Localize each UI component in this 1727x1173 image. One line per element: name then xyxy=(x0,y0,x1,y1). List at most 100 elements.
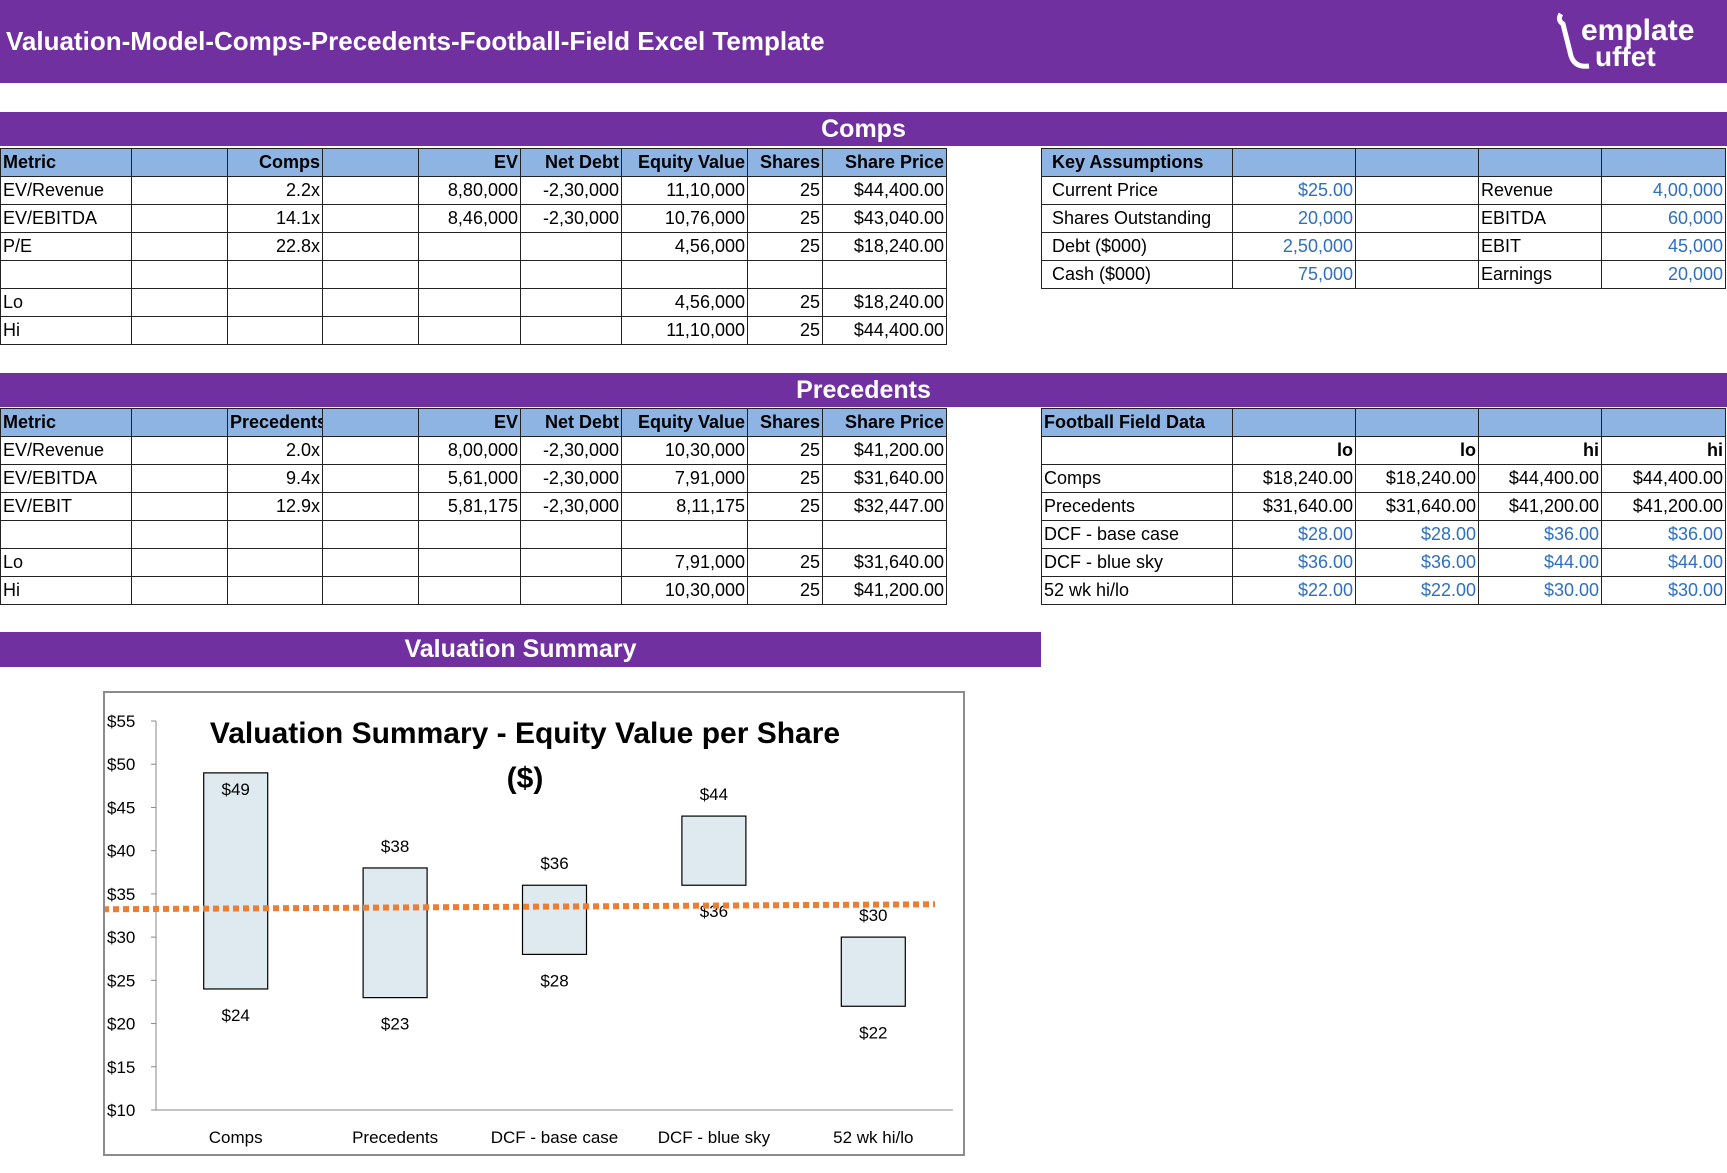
table-cell[interactable]: 10,76,000 xyxy=(621,204,748,233)
table-cell[interactable]: 25 xyxy=(747,464,823,493)
table-cell[interactable]: -2,30,000 xyxy=(520,464,622,493)
table-cell[interactable]: 25 xyxy=(747,176,823,205)
table-cell[interactable] xyxy=(747,260,823,289)
table-cell[interactable] xyxy=(227,520,323,549)
column-header[interactable]: Equity Value xyxy=(621,408,748,437)
column-header[interactable]: Metric xyxy=(0,408,132,437)
table-cell[interactable] xyxy=(322,260,419,289)
table-cell[interactable] xyxy=(418,520,521,549)
valuation-chart[interactable]: $10 $15 $20 $25 $30 $35 $40 $45 $50 $55 $49 $24 Comp… xyxy=(72,691,965,1156)
table-cell[interactable]: Current Price xyxy=(1041,176,1233,205)
table-cell[interactable]: 22.8x xyxy=(227,232,323,261)
table-cell[interactable]: $41,200.00 xyxy=(1601,492,1726,521)
table-cell[interactable]: Debt ($000) xyxy=(1041,232,1233,261)
table-cell[interactable]: $41,200.00 xyxy=(1478,492,1602,521)
table-cell[interactable]: $44.00 xyxy=(1478,548,1602,577)
column-header[interactable] xyxy=(322,148,419,177)
column-header[interactable] xyxy=(1232,148,1356,177)
column-header[interactable] xyxy=(1478,148,1602,177)
table-cell[interactable]: 10,30,000 xyxy=(621,576,748,605)
table-cell[interactable]: lo xyxy=(1232,436,1356,465)
column-header[interactable] xyxy=(1232,408,1356,437)
table-cell[interactable]: $44,400.00 xyxy=(822,176,947,205)
table-cell[interactable]: $44,400.00 xyxy=(822,316,947,345)
column-header[interactable]: Comps xyxy=(227,148,323,177)
table-cell[interactable]: 5,61,000 xyxy=(418,464,521,493)
table-cell[interactable] xyxy=(322,204,419,233)
column-header[interactable] xyxy=(131,408,228,437)
table-cell[interactable]: 25 xyxy=(747,436,823,465)
table-cell[interactable]: $41,200.00 xyxy=(822,436,947,465)
table-cell[interactable]: EV/EBITDA xyxy=(0,204,132,233)
column-header[interactable]: Share Price xyxy=(822,408,947,437)
table-cell[interactable]: $44,400.00 xyxy=(1601,464,1726,493)
table-cell[interactable]: Lo xyxy=(0,548,132,577)
table-cell[interactable]: 20,000 xyxy=(1232,204,1356,233)
table-cell[interactable]: 25 xyxy=(747,492,823,521)
table-cell[interactable]: $32,447.00 xyxy=(822,492,947,521)
table-cell[interactable]: Hi xyxy=(0,576,132,605)
table-cell[interactable] xyxy=(520,288,622,317)
table-cell[interactable]: $18,240.00 xyxy=(822,288,947,317)
table-cell[interactable]: -2,30,000 xyxy=(520,492,622,521)
table-cell[interactable] xyxy=(131,204,228,233)
table-cell[interactable]: hi xyxy=(1478,436,1602,465)
table-cell[interactable] xyxy=(1355,232,1479,261)
table-cell[interactable]: hi xyxy=(1601,436,1726,465)
table-cell[interactable]: 8,80,000 xyxy=(418,176,521,205)
table-cell[interactable]: P/E xyxy=(0,232,132,261)
table-cell[interactable]: 25 xyxy=(747,316,823,345)
table-cell[interactable]: DCF - base case xyxy=(1041,520,1233,549)
table-cell[interactable]: -2,30,000 xyxy=(520,436,622,465)
table-cell[interactable] xyxy=(418,260,521,289)
table-cell[interactable] xyxy=(227,316,323,345)
table-cell[interactable] xyxy=(520,232,622,261)
table-cell[interactable]: Cash ($000) xyxy=(1041,260,1233,289)
table-cell[interactable]: 7,91,000 xyxy=(621,464,748,493)
table-cell[interactable]: Comps xyxy=(1041,464,1233,493)
table-cell[interactable]: $44.00 xyxy=(1601,548,1726,577)
table-cell[interactable]: 2,50,000 xyxy=(1232,232,1356,261)
table-cell[interactable] xyxy=(227,260,323,289)
table-cell[interactable]: 12.9x xyxy=(227,492,323,521)
table-cell[interactable]: 9.4x xyxy=(227,464,323,493)
column-header[interactable] xyxy=(131,148,228,177)
table-cell[interactable]: 25 xyxy=(747,232,823,261)
column-header[interactable]: Metric xyxy=(0,148,132,177)
table-cell[interactable] xyxy=(520,576,622,605)
table-cell[interactable]: 25 xyxy=(747,288,823,317)
table-cell[interactable] xyxy=(0,260,132,289)
table-cell[interactable]: 25 xyxy=(747,548,823,577)
table-cell[interactable] xyxy=(0,520,132,549)
table-cell[interactable] xyxy=(520,520,622,549)
table-cell[interactable]: 45,000 xyxy=(1601,232,1726,261)
table-cell[interactable]: $28.00 xyxy=(1232,520,1356,549)
column-header[interactable] xyxy=(1478,408,1602,437)
table-cell[interactable] xyxy=(1355,260,1479,289)
column-header[interactable]: Shares xyxy=(747,148,823,177)
table-cell[interactable]: $44,400.00 xyxy=(1478,464,1602,493)
table-cell[interactable] xyxy=(520,316,622,345)
table-cell[interactable]: 8,00,000 xyxy=(418,436,521,465)
table-cell[interactable] xyxy=(322,288,419,317)
table-cell[interactable] xyxy=(322,576,419,605)
table-cell[interactable] xyxy=(131,288,228,317)
table-cell[interactable] xyxy=(131,260,228,289)
table-cell[interactable] xyxy=(131,464,228,493)
column-header[interactable] xyxy=(1601,148,1726,177)
table-cell[interactable] xyxy=(322,520,419,549)
table-cell[interactable]: Revenue xyxy=(1478,176,1602,205)
table-cell[interactable] xyxy=(822,260,947,289)
table-cell[interactable]: 4,56,000 xyxy=(621,232,748,261)
table-cell[interactable]: EBIT xyxy=(1478,232,1602,261)
table-cell[interactable]: -2,30,000 xyxy=(520,204,622,233)
column-header[interactable]: EV xyxy=(418,148,521,177)
column-header[interactable] xyxy=(1601,408,1726,437)
table-cell[interactable]: 60,000 xyxy=(1601,204,1726,233)
table-cell[interactable]: Hi xyxy=(0,316,132,345)
table-cell[interactable]: $43,040.00 xyxy=(822,204,947,233)
table-cell[interactable]: $41,200.00 xyxy=(822,576,947,605)
column-header[interactable]: Share Price xyxy=(822,148,947,177)
table-cell[interactable] xyxy=(322,316,419,345)
table-cell[interactable]: $36.00 xyxy=(1355,548,1479,577)
